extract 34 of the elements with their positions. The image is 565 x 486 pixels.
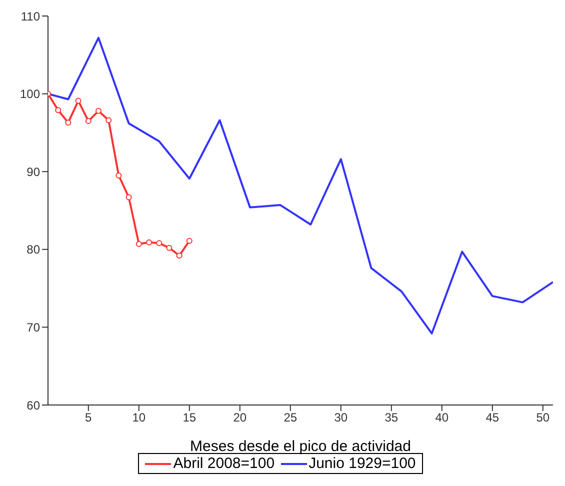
x-tick-label: 45 bbox=[486, 410, 500, 425]
point bbox=[136, 240, 142, 247]
line-series bbox=[48, 36, 553, 334]
y-tick-label: 60 bbox=[26, 398, 40, 412]
point bbox=[186, 238, 192, 244]
x-axis-title: Meses desde el pico de actividad bbox=[190, 438, 411, 455]
x-tick-label: 5 bbox=[85, 410, 92, 425]
x-tick-label: 30 bbox=[334, 410, 348, 425]
point bbox=[176, 252, 182, 259]
x-tick-label: 10 bbox=[132, 410, 146, 425]
x-tick-label: 15 bbox=[182, 410, 196, 425]
legend-label: Junio 1929=100 bbox=[308, 455, 416, 472]
x-tick-label: 35 bbox=[384, 410, 398, 425]
y-tick-label: 90 bbox=[26, 164, 40, 179]
y-tick-label: 110 bbox=[20, 9, 40, 24]
point bbox=[65, 120, 72, 126]
x-tick-label: 50 bbox=[536, 410, 550, 425]
point bbox=[146, 239, 152, 246]
point bbox=[106, 117, 112, 124]
x-tick-label: 40 bbox=[435, 410, 449, 425]
y-tick-label: 100 bbox=[20, 87, 40, 102]
y-tick-label: 70 bbox=[26, 320, 40, 334]
x-tick-label: 20 bbox=[233, 410, 247, 425]
y-tick-label: 80 bbox=[26, 242, 40, 257]
point bbox=[96, 108, 102, 114]
point bbox=[116, 172, 122, 178]
point bbox=[85, 118, 92, 124]
point bbox=[55, 107, 62, 114]
point bbox=[156, 240, 162, 246]
point bbox=[166, 244, 172, 251]
point bbox=[75, 98, 82, 104]
point bbox=[126, 194, 132, 200]
x-tick-label: 25 bbox=[284, 410, 298, 425]
legend-label: Abril 2008=100 bbox=[172, 455, 275, 472]
